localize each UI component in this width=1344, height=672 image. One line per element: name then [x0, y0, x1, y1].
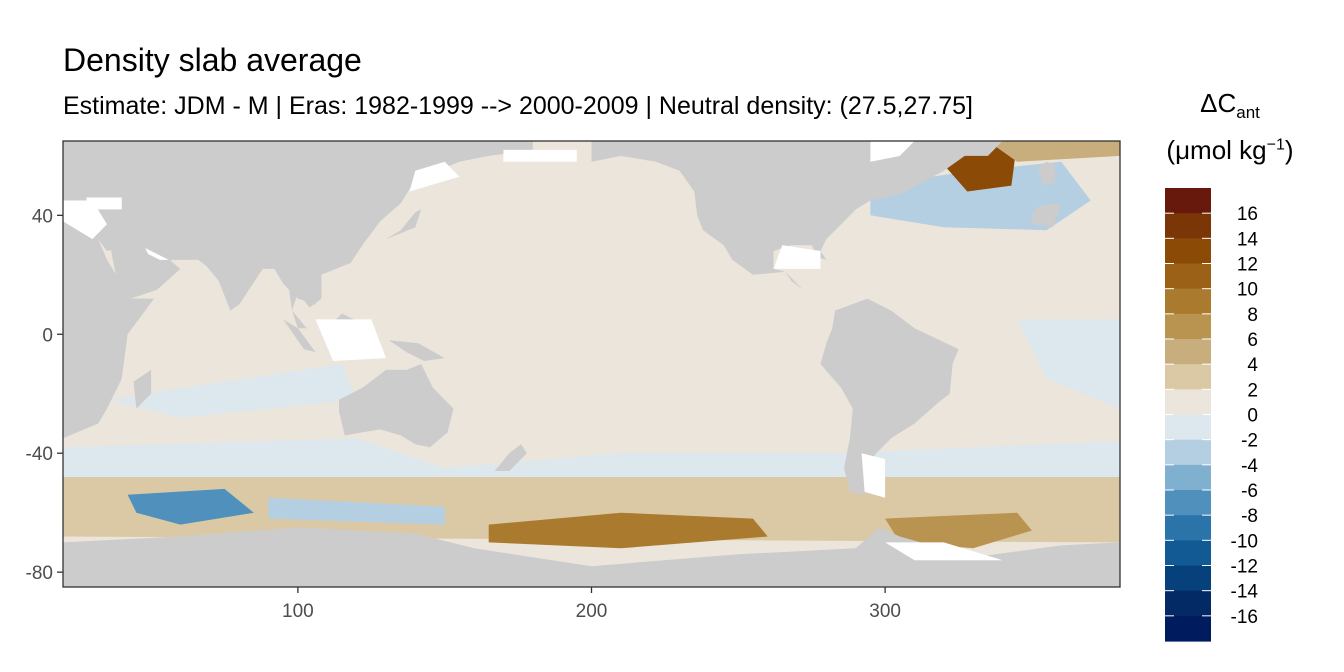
- legend-label-15: -14: [1231, 582, 1259, 603]
- legend-label-13: -10: [1231, 531, 1258, 552]
- legend-title-unit: (μmol kg−1): [1160, 135, 1300, 166]
- legend-unit-pre: (μmol kg: [1166, 135, 1267, 165]
- legend-swatch-16: [1165, 590, 1211, 617]
- land-sumatra: [283, 319, 316, 353]
- legend-label-9: -2: [1241, 431, 1258, 452]
- region-indian-south-band: [107, 364, 357, 418]
- region-nordic-seas: [987, 141, 1120, 162]
- nodata-persian-gulf: [145, 248, 169, 260]
- land-japan: [386, 209, 422, 240]
- chart-title: Density slab average: [63, 42, 362, 78]
- region-indian-sector-scattered: [268, 497, 445, 525]
- legend-swatch-3: [1165, 263, 1211, 290]
- legend-label-12: -8: [1241, 506, 1258, 527]
- legend-label-7: 2: [1247, 380, 1258, 401]
- legend-swatch-1: [1165, 213, 1211, 239]
- land-africa: [63, 224, 154, 439]
- legend-label-11: -6: [1241, 481, 1258, 502]
- legend-swatch-12: [1165, 490, 1211, 516]
- land-americas: [591, 141, 1003, 495]
- land-europe-west: [1031, 203, 1062, 228]
- y-tick-label-40: 40: [32, 206, 53, 227]
- land-australia: [339, 364, 454, 448]
- legend-swatch-6: [1165, 339, 1211, 365]
- region-east-atlantic-tropics: [1017, 319, 1120, 409]
- legend-label-16: -16: [1231, 607, 1258, 628]
- nodata-layer: [63, 141, 1003, 561]
- land-greenland: [914, 141, 1003, 156]
- legend-label-2: 12: [1237, 255, 1258, 276]
- legend-label-14: -12: [1231, 557, 1258, 578]
- legend-label-8: 0: [1247, 406, 1258, 427]
- nodata-gulf-of-mexico: [773, 245, 821, 269]
- land-indochina: [286, 268, 322, 329]
- legend-swatch-5: [1165, 313, 1211, 340]
- legend-unit-sup: −1: [1266, 136, 1285, 154]
- legend-swatch-10: [1165, 439, 1211, 466]
- legend-label-1: 14: [1237, 229, 1259, 250]
- legend-title-sub: ant: [1236, 103, 1260, 123]
- legend-swatch-13: [1165, 515, 1211, 541]
- legend-swatch-0: [1165, 188, 1211, 214]
- legend-swatch-15: [1165, 565, 1211, 592]
- y-tick-label--80: -80: [26, 563, 53, 584]
- region-indian-sector-low: [127, 488, 254, 525]
- land-antarctica: [63, 527, 1120, 587]
- legend-label-4: 8: [1247, 305, 1258, 326]
- land-layer: [63, 141, 1120, 587]
- legend-label-6: 4: [1247, 355, 1258, 376]
- x-tick-label-300: 300: [869, 601, 901, 622]
- land-madagascar: [133, 369, 152, 409]
- land-new-guinea: [388, 340, 445, 361]
- legend-label-5: 6: [1247, 330, 1258, 351]
- legend-label-0: 16: [1237, 204, 1258, 225]
- legend-swatch-11: [1165, 464, 1211, 491]
- land-india: [203, 262, 263, 311]
- y-tick-label-0: 0: [42, 325, 53, 346]
- x-tick-label-100: 100: [282, 601, 314, 622]
- region-southern-ocean-ring: [63, 477, 1120, 543]
- region-ross-sea-high: [488, 512, 768, 549]
- nodata-sea-of-okhotsk: [409, 161, 460, 192]
- nodata-north-atlantic-margin: [870, 141, 915, 162]
- x-tick-label-200: 200: [576, 601, 608, 622]
- legend-swatch-9: [1165, 414, 1211, 441]
- legend-swatch-7: [1165, 364, 1211, 390]
- legend-unit-post: ): [1284, 135, 1294, 165]
- legend-title-main: ΔC: [1200, 88, 1237, 118]
- legend-swatch-2: [1165, 238, 1211, 265]
- region-weddell-high: [885, 512, 1032, 549]
- nodata-mediterranean: [63, 200, 107, 240]
- land-new-zealand: [494, 444, 527, 471]
- y-tick-label--40: -40: [26, 444, 53, 465]
- legend-swatch-4: [1165, 288, 1211, 315]
- nodata-patagonian-shelf: [861, 453, 886, 498]
- legend-title-delta-cant: ΔCant: [1160, 88, 1300, 123]
- chart-subtitle: Estimate: JDM - M | Eras: 1982-1999 --> …: [63, 92, 973, 120]
- land-eurasia: [63, 141, 533, 311]
- legend-swatch-14: [1165, 540, 1211, 567]
- nodata-indonesian-seas: [315, 319, 386, 361]
- nodata-weddell-shelf: [885, 542, 1003, 561]
- legend-swatch-17: [1165, 615, 1211, 642]
- legend-label-10: -4: [1241, 456, 1258, 477]
- nodata-bering: [503, 149, 577, 162]
- legend-swatch-8: [1165, 389, 1211, 416]
- legend-label-3: 10: [1237, 280, 1258, 301]
- nodata-black-sea: [86, 197, 122, 210]
- land-great-britain: [1037, 161, 1056, 186]
- legend-colorbar: 16 14 12 10 8 6 4 2 0 -2 -4 -6 -8 -10 -12 -14 -16: [1165, 188, 1258, 642]
